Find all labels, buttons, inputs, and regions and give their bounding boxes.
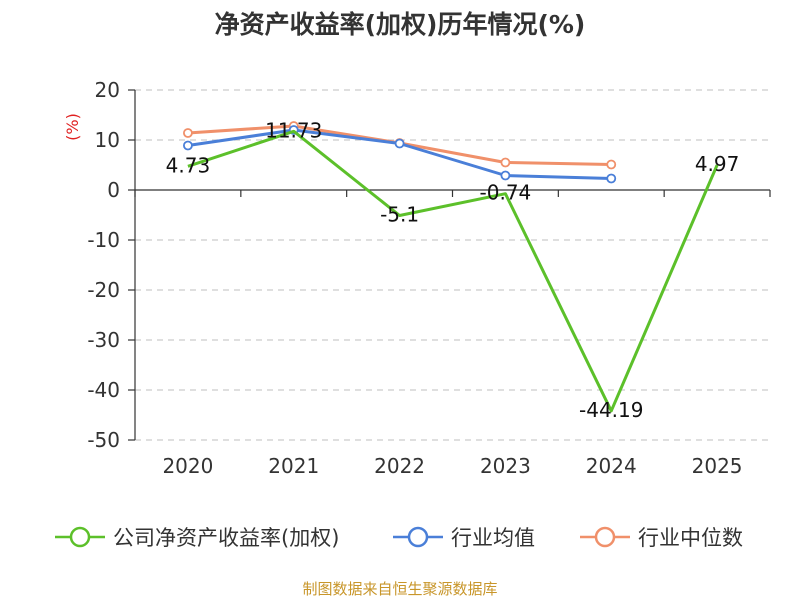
series-point (500, 170, 511, 181)
data-labels: 4.73 11.73 -5.1 -0.74 -44.19 4.97 (166, 118, 740, 422)
y-tick-label: -30 (87, 328, 120, 352)
x-tick-label: 2022 (374, 454, 425, 478)
series-line (187, 129, 719, 413)
axes: 20 10 0 -10 -20 -30 -40 -50 2020 2021 2022 2023 2024… (87, 78, 771, 478)
legend-label: 行业均值 (451, 526, 535, 550)
chart-title: 净资产收益率(加权)历年情况(%) (215, 10, 586, 39)
x-tick-label: 2025 (692, 454, 743, 478)
x-tick-label: 2024 (586, 454, 637, 478)
series-point (606, 159, 617, 170)
x-tick-label: 2020 (162, 454, 213, 478)
legend-label: 公司净资产收益率(加权) (113, 526, 339, 550)
y-tick-label: 0 (107, 178, 120, 202)
data-label: 4.73 (166, 153, 211, 177)
legend-marker (407, 526, 429, 548)
series (183, 121, 719, 413)
y-tick-label: -40 (87, 378, 120, 402)
source-note: 制图数据来自恒生聚源数据库 (302, 580, 497, 598)
legend-marker (69, 526, 91, 548)
series-point (606, 173, 617, 184)
legend-label: 行业中位数 (638, 526, 743, 550)
series-point (183, 140, 193, 151)
data-label: -5.1 (380, 203, 419, 227)
x-tick-label: 2021 (268, 454, 319, 478)
series-line (187, 128, 612, 180)
legend[interactable]: 公司净资产收益率(加权) 行业均值 行业中位数 (55, 526, 743, 550)
x-tick-label: 2023 (480, 454, 531, 478)
y-axis-label: (%) (63, 113, 82, 141)
y-tick-label: -10 (87, 228, 120, 252)
series-point (183, 128, 193, 138)
data-label: 11.73 (265, 118, 322, 142)
y-tick-label: -50 (87, 428, 120, 452)
y-tick-label: 20 (95, 78, 120, 102)
series-point (394, 138, 405, 149)
data-label: -0.74 (480, 181, 532, 205)
series-point (500, 157, 511, 168)
y-tick-label: 10 (95, 128, 120, 152)
data-label: -44.19 (579, 398, 643, 422)
y-tick-label: -20 (87, 278, 120, 302)
legend-marker (594, 526, 616, 548)
data-label: 4.97 (695, 152, 740, 176)
